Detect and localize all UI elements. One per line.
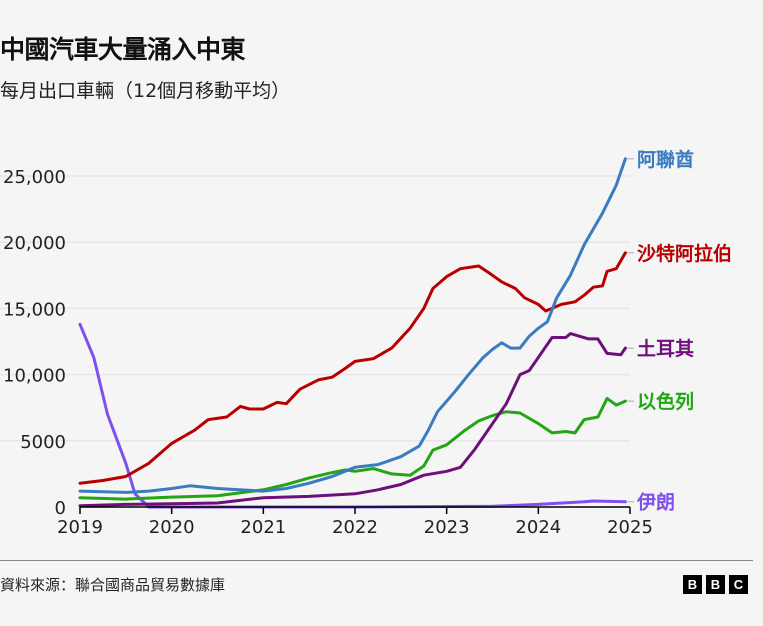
footer-divider <box>0 560 753 561</box>
series-line-2 <box>78 332 627 508</box>
x-tick-label: 2024 <box>515 517 561 538</box>
y-tick-label: 20,000 <box>3 233 66 254</box>
x-tick-label: 2023 <box>424 517 470 538</box>
y-tick-label: 25,000 <box>3 167 66 188</box>
x-tick-label: 2021 <box>240 517 286 538</box>
y-tick-label: 0 <box>55 498 66 519</box>
x-tick-label: 2025 <box>607 517 653 538</box>
x-tick-label: 2022 <box>332 517 378 538</box>
y-tick-label: 5000 <box>20 432 66 453</box>
bbc-logo-letter: B <box>683 575 702 594</box>
bbc-logo: B B C <box>683 575 748 594</box>
source-note: 資料來源：聯合國商品貿易數據庫 <box>0 576 226 594</box>
x-tick-label: 2020 <box>149 517 195 538</box>
y-tick-label: 15,000 <box>3 299 66 320</box>
series-label: 沙特阿拉伯 <box>637 242 732 265</box>
series-label: 土耳其 <box>637 338 694 360</box>
series-line-3 <box>78 396 627 501</box>
series-label: 以色列 <box>637 390 694 413</box>
series-line-0 <box>78 157 627 494</box>
series-label: 阿聯酋 <box>637 148 694 171</box>
series-line-1 <box>78 251 627 485</box>
chart-title: 中國汽車大量涌入中東 <box>0 35 246 64</box>
bbc-logo-letter: C <box>729 575 748 594</box>
bbc-logo-letter: B <box>706 575 725 594</box>
y-tick-label: 10,000 <box>3 366 66 387</box>
series-label: 伊朗 <box>636 491 675 514</box>
x-tick-label: 2019 <box>57 517 103 538</box>
chart-subtitle: 每月出口車輛（12個月移動平均） <box>0 80 291 102</box>
line-chart: 0 5000 10,000 15,000 20,000 25,000 2019 2020 20… <box>0 148 732 538</box>
